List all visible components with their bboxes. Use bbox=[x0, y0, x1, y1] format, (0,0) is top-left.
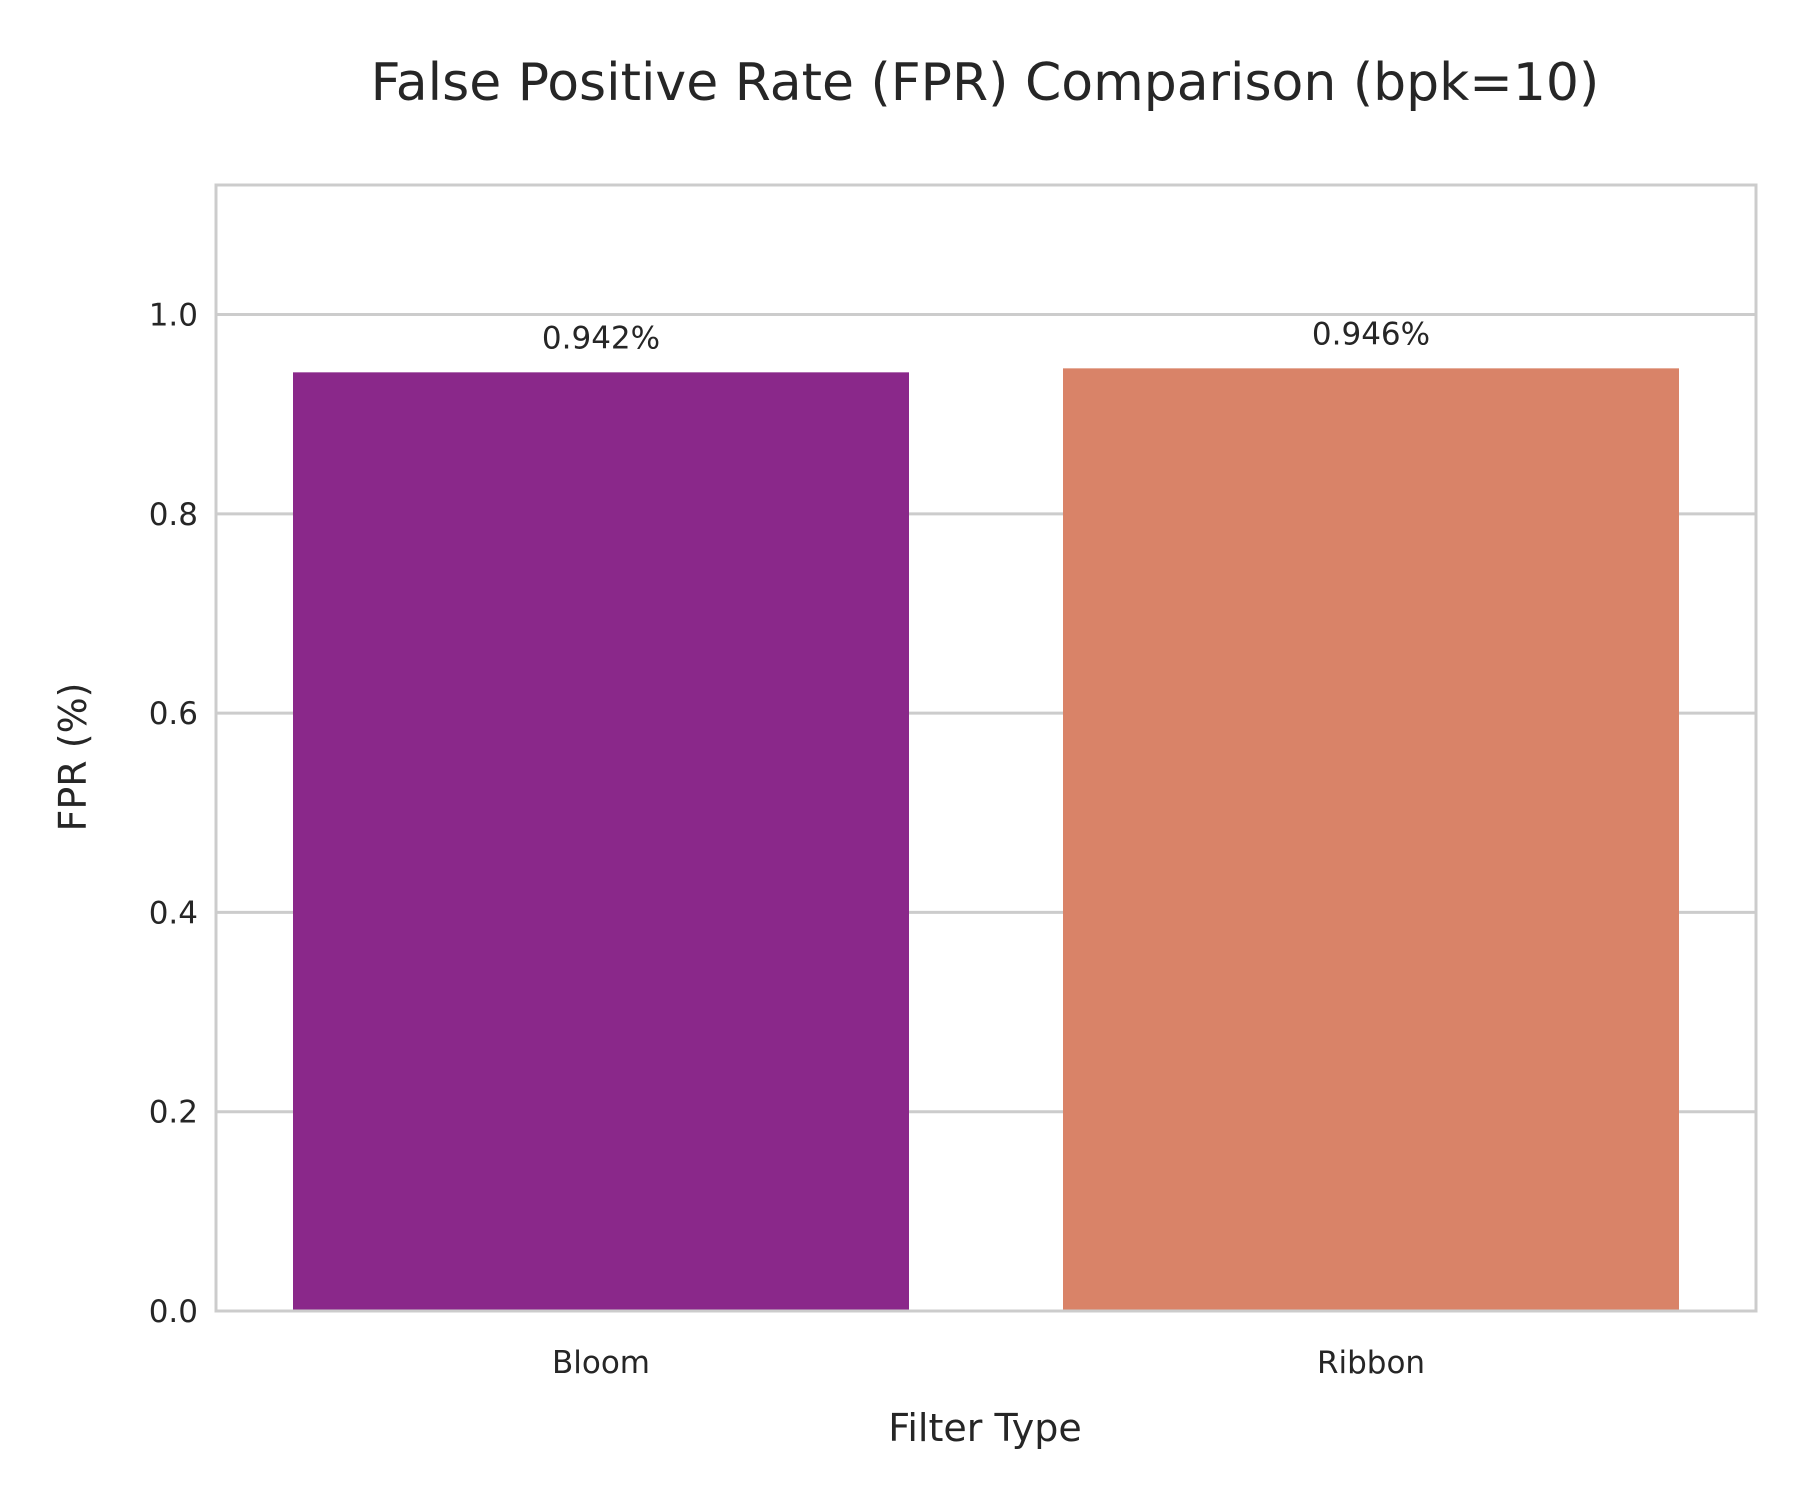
data-labels: 0.942% 0.946% bbox=[542, 316, 1430, 356]
x-tick-label: Bloom bbox=[552, 1345, 650, 1381]
data-label: 0.946% bbox=[1312, 316, 1430, 352]
y-tick-label: 0.0 bbox=[149, 1294, 198, 1330]
x-tick-label: Ribbon bbox=[1317, 1345, 1425, 1381]
bar-bloom bbox=[293, 372, 909, 1312]
y-axis-label: FPR (%) bbox=[51, 682, 95, 831]
chart-title: False Positive Rate (FPR) Comparison (bp… bbox=[371, 53, 1600, 113]
data-label: 0.942% bbox=[542, 320, 660, 356]
bar-ribbon bbox=[1063, 368, 1679, 1312]
bars bbox=[293, 368, 1679, 1312]
y-tick-label: 0.8 bbox=[149, 497, 198, 533]
y-tick-label: 0.4 bbox=[149, 895, 198, 931]
y-tick-label: 1.0 bbox=[149, 298, 198, 334]
y-tick-label: 0.6 bbox=[149, 696, 198, 732]
y-tick-label: 0.2 bbox=[149, 1095, 198, 1131]
x-axis-label: Filter Type bbox=[888, 1406, 1081, 1450]
y-tick-labels: 0.0 0.2 0.4 0.6 0.8 1.0 bbox=[149, 298, 198, 1330]
plot-frame bbox=[214, 183, 1758, 1313]
x-tick-labels: Bloom Ribbon bbox=[552, 1345, 1425, 1381]
